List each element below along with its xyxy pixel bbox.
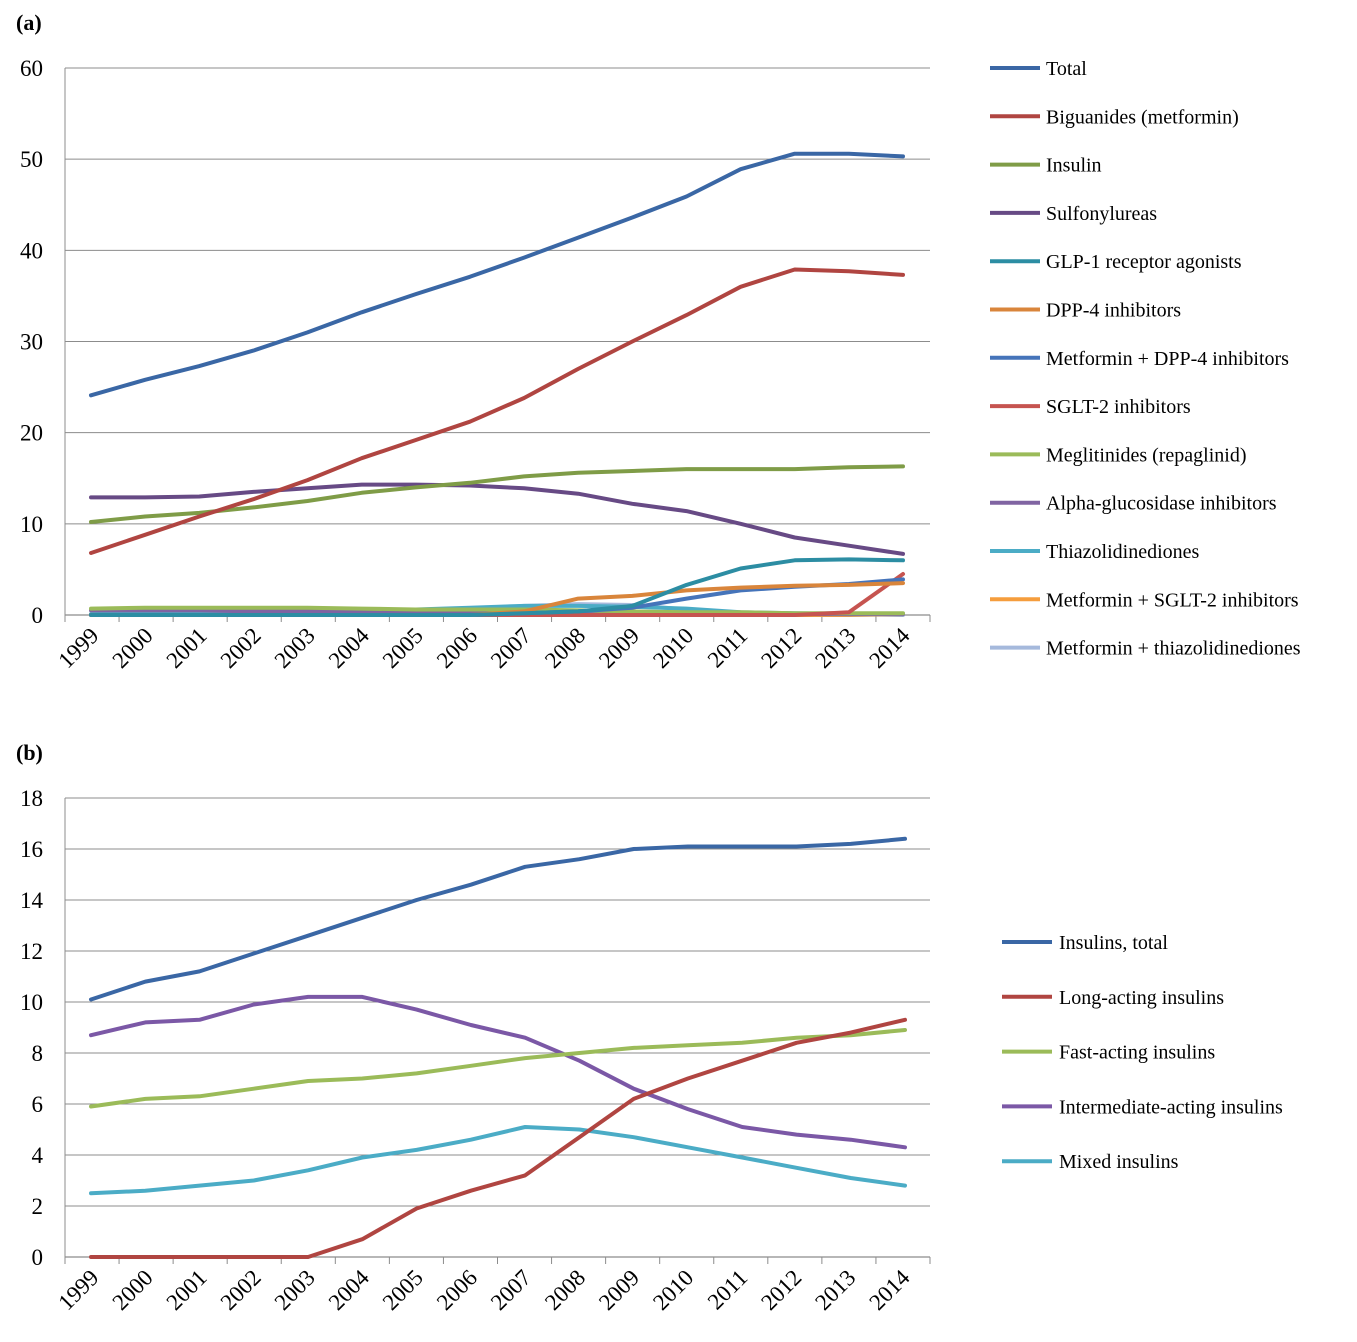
x-tick-label: 2012 xyxy=(756,1265,806,1315)
y-tick-label: 40 xyxy=(20,238,43,263)
legend-label: Mixed insulins xyxy=(1059,1151,1179,1173)
y-tick-label: 6 xyxy=(32,1092,44,1117)
x-tick-label: 2008 xyxy=(540,1265,590,1315)
x-tick-label: 2009 xyxy=(594,1265,644,1315)
series-line xyxy=(89,605,905,616)
legend-label: Total xyxy=(1046,58,1087,80)
x-tick-label: 2002 xyxy=(216,1265,266,1315)
y-tick-label: 30 xyxy=(20,330,43,355)
series-line xyxy=(89,557,905,617)
x-tick-label: 2011 xyxy=(703,623,753,673)
x-tick-label: 2002 xyxy=(216,623,266,673)
legend-label: GLP-1 receptor agonists xyxy=(1046,251,1242,273)
x-tick-label: 1999 xyxy=(53,1265,103,1315)
x-tick-label: 2003 xyxy=(270,623,320,673)
y-tick-label: 8 xyxy=(32,1041,44,1066)
y-tick-label: 14 xyxy=(20,888,44,913)
series-line xyxy=(89,151,905,398)
y-tick-label: 0 xyxy=(32,1245,44,1270)
x-tick-label: 2001 xyxy=(161,623,211,673)
legend-label: Sulfonylureas xyxy=(1046,203,1157,225)
y-tick-label: 16 xyxy=(20,837,43,862)
x-tick-label: 1999 xyxy=(53,623,103,673)
legend-label: Meglitinides (repaglinid) xyxy=(1046,444,1247,466)
y-tick-label: 60 xyxy=(20,56,43,81)
series-line xyxy=(89,1028,907,1109)
y-tick-label: 2 xyxy=(32,1194,44,1219)
y-tick-label: 0 xyxy=(32,603,44,628)
series-line xyxy=(89,482,905,556)
legend-label: Insulins, total xyxy=(1059,932,1168,954)
x-tick-label: 2009 xyxy=(594,623,644,673)
series-line xyxy=(89,267,905,555)
x-tick-label: 2004 xyxy=(324,1265,375,1316)
x-tick-label: 2010 xyxy=(648,623,698,673)
x-tick-label: 2001 xyxy=(161,1265,211,1315)
legend-label: Insulin xyxy=(1046,155,1102,177)
legend-label: Metformin + SGLT-2 inhibitors xyxy=(1046,589,1299,611)
y-tick-label: 20 xyxy=(20,421,43,446)
series-line xyxy=(89,1017,907,1259)
x-tick-label: 2012 xyxy=(756,623,806,673)
panel-a-chart: (a) 0 10 20 30 40 50 60 1999 2000 2001 2002 2003 2004… xyxy=(16,10,1301,673)
series-line xyxy=(89,464,905,524)
y-tick-label: 12 xyxy=(20,939,43,964)
legend-label: Thiazolidinediones xyxy=(1046,541,1200,563)
x-tick-label: 2007 xyxy=(486,623,536,673)
series-line xyxy=(89,836,907,1002)
x-tick-label: 2006 xyxy=(432,623,482,673)
panel-label: (a) xyxy=(16,10,42,35)
x-tick-label: 2014 xyxy=(864,623,915,674)
y-tick-label: 50 xyxy=(20,147,43,172)
y-tick-label: 10 xyxy=(20,990,43,1015)
x-tick-label: 2005 xyxy=(378,1265,428,1315)
x-tick-label: 2013 xyxy=(810,1265,860,1315)
panel-label: (b) xyxy=(16,740,43,765)
x-tick-label: 2008 xyxy=(540,623,590,673)
x-tick-label: 2000 xyxy=(107,623,157,673)
x-tick-label: 2010 xyxy=(648,1265,698,1315)
series-line xyxy=(89,1125,907,1196)
legend-label: Intermediate-acting insulins xyxy=(1059,1096,1283,1118)
legend-label: DPP-4 inhibitors xyxy=(1046,300,1181,322)
x-tick-label: 2011 xyxy=(703,1265,753,1315)
legend-label: Fast-acting insulins xyxy=(1059,1042,1215,1064)
x-tick-label: 2006 xyxy=(432,1265,482,1315)
series-line xyxy=(89,994,907,1150)
x-tick-label: 2005 xyxy=(378,623,428,673)
x-tick-label: 2014 xyxy=(864,1265,915,1316)
x-tick-label: 2000 xyxy=(107,1265,157,1315)
x-tick-label: 2004 xyxy=(324,623,375,674)
legend-label: Metformin + DPP-4 inhibitors xyxy=(1046,348,1289,370)
legend-label: Metformin + thiazolidinediones xyxy=(1046,638,1301,660)
x-tick-label: 2007 xyxy=(486,1265,536,1315)
x-tick-label: 2013 xyxy=(810,623,860,673)
legend-label: Biguanides (metformin) xyxy=(1046,106,1239,128)
y-tick-label: 4 xyxy=(32,1143,44,1168)
legend-label: SGLT-2 inhibitors xyxy=(1046,396,1191,418)
y-tick-label: 18 xyxy=(20,786,43,811)
legend-label: Alpha-glucosidase inhibitors xyxy=(1046,493,1277,515)
y-tick-label: 10 xyxy=(20,512,43,537)
legend-label: Long-acting insulins xyxy=(1059,987,1224,1009)
x-tick-label: 2003 xyxy=(270,1265,320,1315)
